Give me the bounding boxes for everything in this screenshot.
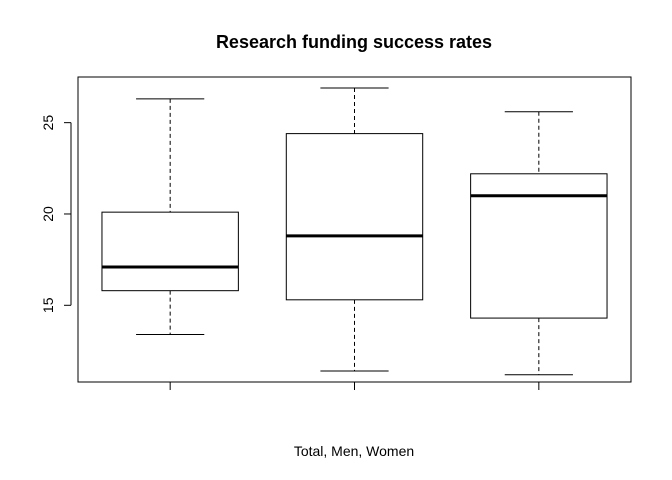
y-axis: 15 20 25	[40, 115, 72, 313]
iqr-box	[285, 133, 424, 301]
x-axis	[169, 382, 540, 390]
box-2	[285, 87, 424, 372]
y-tick-label: 15	[40, 297, 56, 313]
iqr-box	[101, 211, 239, 292]
y-tick-label: 20	[40, 206, 56, 222]
y-tick-label: 25	[40, 115, 56, 131]
chart-title: Research funding success rates	[216, 32, 492, 52]
box-series	[101, 87, 608, 376]
box-3	[470, 111, 608, 376]
iqr-box	[470, 173, 608, 319]
box-1	[101, 98, 239, 336]
x-axis-label: Total, Men, Women	[294, 443, 414, 459]
